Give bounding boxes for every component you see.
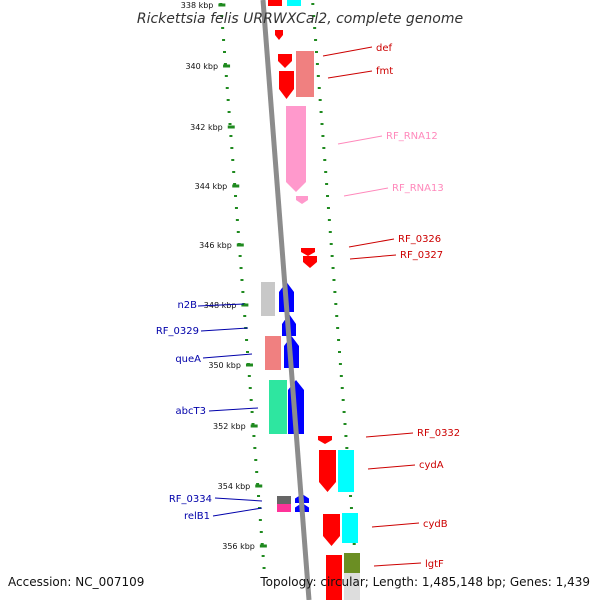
tick-label: 350 kbp xyxy=(208,361,241,370)
gene-label: lgtF xyxy=(425,559,444,570)
gene-label: relB1 xyxy=(184,511,210,522)
gene-label: def xyxy=(376,43,393,54)
leader-line xyxy=(327,70,373,79)
gene-lgtf xyxy=(344,553,360,573)
gene-rf-0334 xyxy=(277,496,291,504)
gene-cydb xyxy=(342,513,358,543)
leader-line xyxy=(348,238,395,248)
gene-label: abcT3 xyxy=(176,406,206,417)
leader-line xyxy=(365,432,414,438)
leader-line xyxy=(343,187,389,197)
tick-label: 346 kbp xyxy=(199,241,232,250)
tick-label: 338 kbp xyxy=(181,1,214,10)
gene-label: RF_RNA12 xyxy=(386,131,438,142)
gene-rf-0327 xyxy=(303,256,317,268)
gene-feature xyxy=(287,0,301,6)
gene-label: cydA xyxy=(419,460,444,471)
gene-label: RF_0326 xyxy=(398,234,441,245)
gene-cyda xyxy=(338,450,354,492)
gene-label: RF_RNA13 xyxy=(392,183,444,194)
gene-label: queA xyxy=(175,354,201,365)
leader-line xyxy=(202,353,253,359)
leader-line xyxy=(197,303,245,307)
gene-rf-rna13 xyxy=(296,196,308,204)
tick-label: 356 kbp xyxy=(222,542,255,551)
gene-abct3 xyxy=(269,380,287,434)
tick-label: 344 kbp xyxy=(195,182,228,191)
leader-line xyxy=(371,522,420,528)
leader-line xyxy=(214,497,263,502)
accession-text: Accession: NC_007109 xyxy=(8,575,144,589)
leader-line xyxy=(200,327,249,332)
gene-feature xyxy=(323,514,340,546)
leader-line xyxy=(208,407,259,412)
leader-line xyxy=(373,562,422,567)
leader-line xyxy=(322,46,373,57)
gene-n2b xyxy=(261,282,275,316)
gene-feature xyxy=(326,555,342,600)
gene-label: RF_0334 xyxy=(169,494,212,505)
gene-label: fmt xyxy=(376,66,393,77)
gene-def xyxy=(278,54,292,68)
gene-relb1 xyxy=(277,504,291,512)
tick-label: 352 kbp xyxy=(213,422,246,431)
gene-feature xyxy=(344,573,360,600)
tick-label: 342 kbp xyxy=(190,123,223,132)
gene-label: RF_0329 xyxy=(156,326,199,337)
gene-feature xyxy=(319,450,336,492)
gene-feature xyxy=(275,30,283,40)
backbone-line xyxy=(260,0,312,601)
tick-label: 354 kbp xyxy=(218,482,251,491)
gene-rf-0326 xyxy=(301,248,315,256)
gene-label: n2B xyxy=(177,300,197,311)
leader-line xyxy=(212,507,263,517)
gene-feature xyxy=(268,0,282,6)
topology-text: Topology: circular; Length: 1,485,148 bp… xyxy=(259,575,590,589)
leader-line xyxy=(367,464,416,470)
tick-label: 340 kbp xyxy=(185,62,218,71)
leader-line xyxy=(337,135,383,145)
gene-label: RF_0332 xyxy=(417,428,460,439)
backbone xyxy=(260,0,312,601)
gene-feature xyxy=(279,71,294,99)
gene-fmt xyxy=(296,51,314,97)
map-title: Rickettsia felis URRWXCal2, complete gen… xyxy=(137,11,463,27)
gene-features xyxy=(261,0,360,600)
gene-feature xyxy=(265,336,281,370)
gene-label: RF_0327 xyxy=(400,250,443,261)
leader-line xyxy=(349,254,397,260)
gene-rf-rna12 xyxy=(286,106,306,192)
gene-rf-0332 xyxy=(318,436,332,444)
gene-label: cydB xyxy=(423,519,448,530)
gene-labels: def fmt RF_RNA12 RF_RNA13 RF_0326 RF_0327 n2B R… xyxy=(156,43,460,570)
